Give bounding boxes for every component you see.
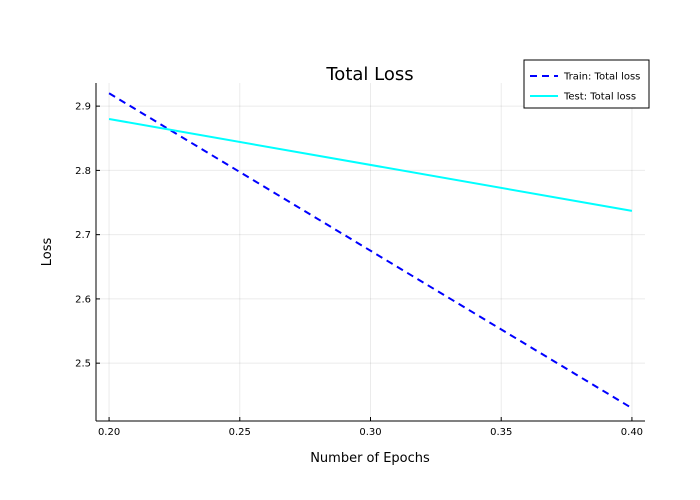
axis-ticks: 0.20 0.25 0.30 0.35 0.40 2.5 2.6 2.7 2.8 2.9 (75, 102, 643, 438)
y-tick-label: 2.6 (75, 294, 91, 305)
x-tick-label: 0.20 (98, 427, 120, 438)
legend-label-test: Test: Total loss (563, 92, 636, 103)
series-line-train (108, 92, 633, 410)
series-lines (108, 92, 633, 410)
y-tick-label: 2.5 (75, 359, 91, 370)
x-tick-label: 0.25 (229, 427, 251, 438)
x-tick-label: 0.35 (490, 427, 512, 438)
legend: Train: Total loss Test: Total loss (523, 59, 650, 109)
x-tick-label: 0.30 (359, 427, 381, 438)
y-tick-label: 2.7 (75, 230, 91, 241)
x-tick-label: 0.40 (621, 427, 643, 438)
series-line-test (108, 117, 633, 212)
y-tick-label: 2.9 (75, 102, 91, 113)
y-tick-label: 2.8 (75, 166, 91, 177)
legend-box (523, 59, 650, 109)
y-axis-label: Loss (40, 238, 55, 267)
chart-title: Total Loss (325, 64, 413, 85)
x-axis-label: Number of Epochs (310, 451, 430, 466)
legend-label-train: Train: Total loss (563, 72, 640, 83)
